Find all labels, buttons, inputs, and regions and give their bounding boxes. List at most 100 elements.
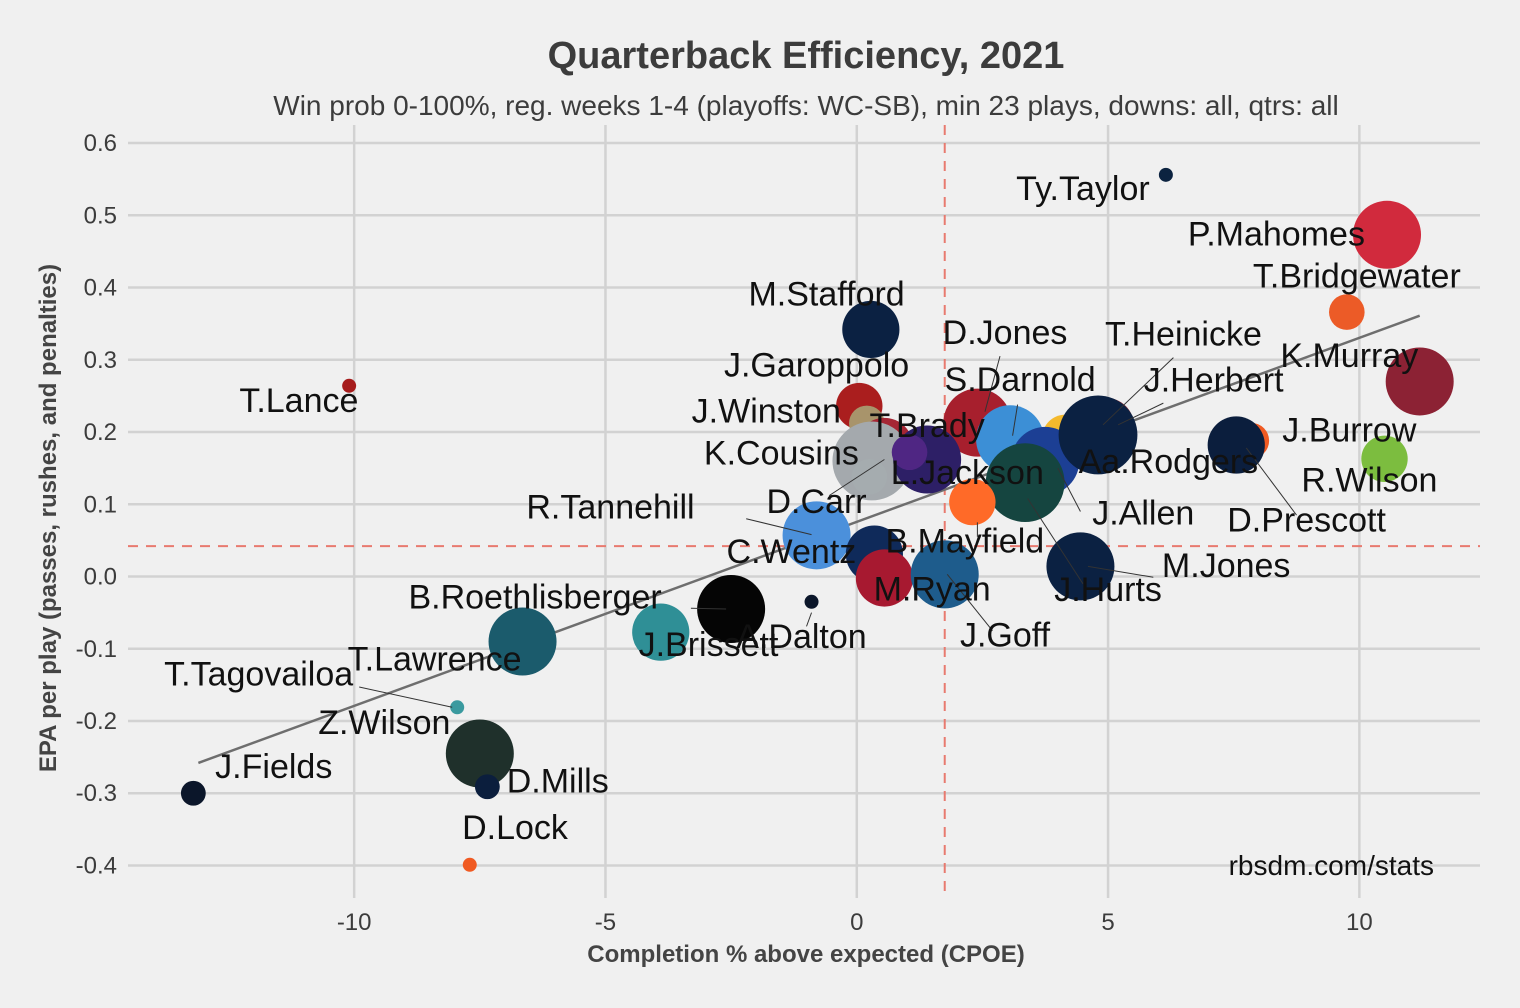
label-leader-line: [828, 459, 885, 497]
y-tick-label: 0.3: [84, 347, 117, 374]
axis-ticks: -10 -5 0 5 10 -0.4 -0.3 -0.2 -0.1 0.0 0.1 0.2 0.3 0.4…: [76, 130, 1373, 936]
point-label: K.Murray: [1280, 337, 1418, 375]
label-leader-line: [1012, 404, 1019, 436]
y-tick-label: -0.4: [76, 852, 117, 879]
point-labels: Ty.TaylorP.MahomesT.BridgewaterK.MurrayJ…: [164, 170, 1461, 847]
point-label: Z.Wilson: [318, 704, 450, 742]
data-point: [697, 575, 766, 644]
label-leader-line: [1102, 357, 1174, 426]
data-point: [180, 780, 206, 806]
point-label: K.Cousins: [704, 435, 859, 473]
label-leader-line: [690, 607, 727, 610]
y-axis-title: EPA per play (passes, rushes, and penalt…: [35, 264, 62, 772]
point-label: J.Brissett: [639, 626, 779, 664]
point-label: T.Lance: [239, 382, 358, 420]
data-point: [1385, 347, 1454, 416]
data-point: [1158, 167, 1173, 182]
point-label: J.Fields: [215, 748, 332, 786]
point-label: J.Goff: [960, 617, 1051, 655]
chart-title: Quarterback Efficiency, 2021: [548, 35, 1065, 77]
point-label: P.Mahomes: [1188, 216, 1365, 254]
point-label: T.Lawrence: [348, 640, 522, 678]
data-point: [450, 700, 465, 715]
label-leader-line: [1057, 467, 1081, 512]
point-label: D.Lock: [462, 809, 569, 847]
data-point: [891, 434, 928, 471]
data-point: [445, 719, 514, 788]
data-point: [842, 300, 900, 359]
label-leader-line: [946, 574, 993, 632]
data-point: [342, 378, 357, 393]
point-label: R.Tannehill: [526, 489, 694, 527]
label-leader-line: [806, 612, 813, 627]
point-label: T.Brady: [870, 407, 985, 445]
point-label: L.Jackson: [891, 454, 1044, 492]
x-axis-title: Completion % above expected (CPOE): [587, 941, 1024, 968]
data-point: [1207, 416, 1265, 474]
data-point: [855, 549, 914, 607]
point-label: T.Heinicke: [1105, 315, 1262, 353]
data-point: [949, 478, 996, 526]
y-tick-label: 0.4: [84, 275, 117, 302]
point-label: Aa.Rodgers: [1079, 443, 1259, 481]
data-points: [180, 167, 1454, 872]
y-tick-label: 0.0: [84, 564, 117, 591]
label-leader-line: [984, 356, 1001, 412]
source-caption: rbsdm.com/stats: [1229, 850, 1434, 881]
data-point: [910, 540, 979, 609]
point-label: M.Stafford: [748, 276, 904, 314]
data-point: [1058, 395, 1138, 475]
point-label: D.Prescott: [1227, 502, 1386, 540]
point-label: J.Allen: [1092, 495, 1194, 533]
label-leader-line: [1087, 565, 1154, 578]
point-label: Ty.Taylor: [1016, 170, 1150, 208]
y-tick-label: -0.1: [76, 636, 117, 663]
point-label: T.Bridgewater: [1253, 258, 1461, 296]
data-point: [804, 594, 819, 609]
x-tick-label: 5: [1101, 909, 1114, 936]
point-label: M.Ryan: [874, 570, 991, 608]
point-label: B.Mayfield: [885, 523, 1044, 561]
y-tick-label: 0.6: [84, 130, 117, 157]
y-tick-label: 0.1: [84, 491, 117, 518]
chart-subtitle: Win prob 0-100%, reg. weeks 1-4 (playoff…: [273, 90, 1338, 121]
point-label: D.Carr: [767, 483, 867, 521]
label-leader-line: [746, 518, 812, 536]
label-leader-line: [1245, 447, 1297, 516]
data-point: [782, 501, 851, 570]
point-label: T.Tagovailoa: [164, 656, 353, 694]
point-label: J.Hurts: [1054, 571, 1162, 609]
label-leader-line: [359, 686, 453, 708]
x-tick-label: -10: [337, 909, 372, 936]
point-label: J.Herbert: [1144, 362, 1284, 400]
y-tick-label: -0.3: [76, 780, 117, 807]
y-tick-label: 0.2: [84, 419, 117, 446]
point-label: S.Darnold: [945, 361, 1096, 399]
point-label: J.Winston: [692, 393, 841, 431]
x-tick-label: 10: [1346, 909, 1373, 936]
data-point: [462, 857, 477, 872]
label-leader-line: [1027, 498, 1084, 585]
data-point: [1046, 532, 1115, 601]
point-label: B.Roethlisberger: [408, 578, 661, 616]
y-tick-label: -0.2: [76, 708, 117, 735]
data-point: [632, 603, 690, 661]
point-label: J.Garoppolo: [724, 346, 909, 384]
point-label: D.Mills: [507, 763, 609, 801]
data-point: [851, 459, 888, 495]
point-label: C.Wentz: [727, 533, 857, 571]
data-point: [1361, 435, 1408, 482]
point-label: J.Burrow: [1282, 411, 1417, 449]
data-point: [985, 443, 1065, 523]
x-tick-label: -5: [595, 909, 616, 936]
point-label: R.Wilson: [1301, 461, 1437, 499]
data-point: [488, 607, 557, 676]
data-point: [1353, 200, 1422, 269]
label-leader-line: [1117, 402, 1164, 426]
data-point: [474, 774, 500, 800]
point-label: A.Dalton: [736, 618, 866, 656]
point-label: D.Jones: [943, 314, 1068, 352]
point-label: M.Jones: [1162, 547, 1291, 585]
